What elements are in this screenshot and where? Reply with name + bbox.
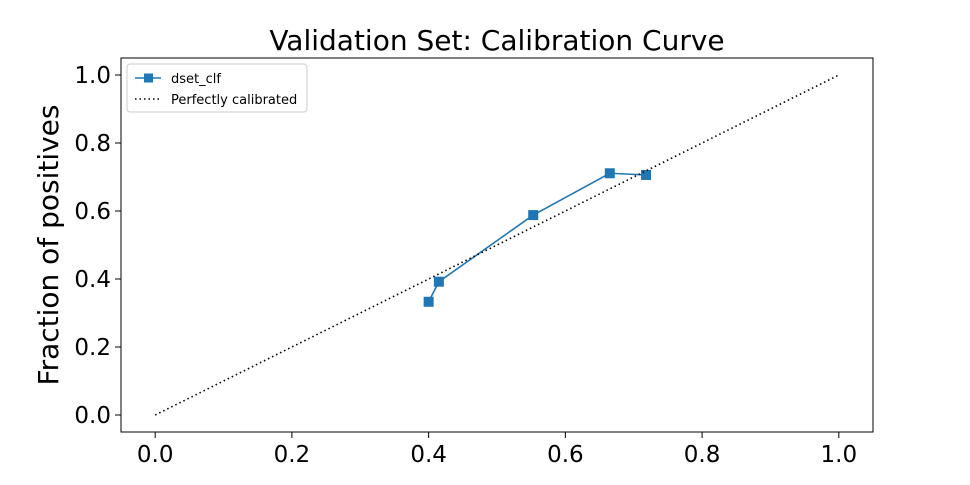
y-tick-label: 0.4 [74, 267, 111, 293]
series-line-0 [427, 172, 647, 303]
legend-label-0: dset_clf [171, 72, 221, 87]
y-tick-label: 0.0 [74, 403, 111, 429]
data-point [423, 296, 434, 307]
x-tick-label: 1.0 [821, 442, 858, 468]
data-point [528, 210, 539, 221]
plot-area: 0.0 0.2 0.4 0.6 0.8 1.0 0.0 0.2 0.4 0.6 0.8 1.0 [74, 57, 874, 468]
data-point [641, 169, 652, 180]
x-tick-label: 0.0 [137, 442, 174, 468]
y-tick-label: 0.2 [74, 335, 111, 361]
legend-label-1: Perfectly calibrated [171, 93, 297, 108]
legend: dset_clf Perfectly calibrated [126, 63, 308, 113]
y-axis-label: Fraction of positives [32, 105, 65, 386]
data-point [604, 168, 615, 179]
x-tick-label: 0.6 [547, 442, 584, 468]
y-tick-label: 0.6 [74, 199, 111, 225]
x-tick-label: 0.8 [684, 442, 721, 468]
x-tick-label: 0.2 [274, 442, 311, 468]
data-point [433, 276, 444, 287]
y-tick-label: 0.8 [74, 131, 111, 157]
legend-box [126, 63, 308, 113]
chart-title: Validation Set: Calibration Curve [269, 24, 724, 57]
series-line-1 [154, 74, 840, 416]
plot-frame [120, 57, 874, 433]
y-tick-label: 1.0 [74, 63, 111, 89]
legend-marker-0 [144, 73, 153, 83]
x-tick-label: 0.4 [410, 442, 447, 468]
